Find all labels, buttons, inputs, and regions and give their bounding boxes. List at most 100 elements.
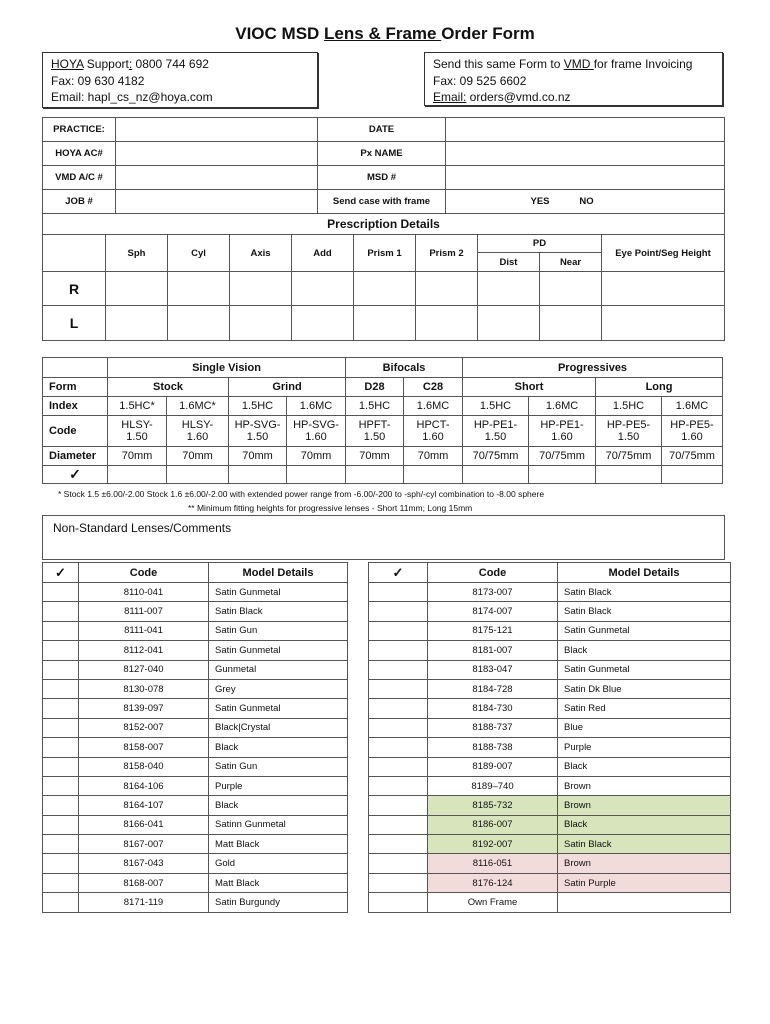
- l-near[interactable]: [539, 305, 602, 341]
- lens-code-cell: HP-PE1- 1.50: [462, 415, 530, 447]
- frame-row: 8111-007 Satin Black: [42, 601, 348, 622]
- job-field[interactable]: [115, 189, 318, 214]
- frame-code: 8183-047: [427, 659, 558, 680]
- no-option[interactable]: NO: [549, 189, 624, 214]
- px-name-label: Px NAME: [317, 141, 446, 166]
- frame-select-checkbox[interactable]: [368, 872, 428, 894]
- r-add[interactable]: [291, 271, 354, 306]
- frame-select-checkbox[interactable]: [368, 659, 428, 680]
- l-cyl[interactable]: [167, 305, 230, 341]
- comments-box[interactable]: Non-Standard Lenses/Comments: [42, 515, 725, 560]
- frame-select-checkbox[interactable]: [42, 717, 79, 739]
- frame-model: Satin Gun: [208, 756, 348, 777]
- lens-select-checkbox[interactable]: [166, 465, 229, 484]
- lens-select-checkbox[interactable]: [528, 465, 597, 484]
- px-name-field[interactable]: [445, 141, 725, 166]
- comments-label: Non-Standard Lenses/Comments: [53, 521, 232, 535]
- lens-select-checkbox[interactable]: [595, 465, 663, 484]
- l-prism2[interactable]: [415, 305, 478, 341]
- frame-select-checkbox[interactable]: [368, 737, 428, 758]
- frame-select-checkbox[interactable]: [368, 853, 428, 874]
- frame-select-checkbox[interactable]: [368, 795, 428, 816]
- r-cyl[interactable]: [167, 271, 230, 306]
- vmd-ac-field[interactable]: [115, 165, 318, 190]
- frame-select-checkbox[interactable]: [368, 775, 428, 797]
- lens-select-checkbox[interactable]: [345, 465, 404, 484]
- frame-code: 8189–740: [427, 775, 558, 797]
- frame-select-checkbox[interactable]: [42, 756, 79, 777]
- frame-row: 8112-041 Satin Gunmetal: [42, 640, 348, 661]
- frame-code: 8167-007: [78, 834, 209, 855]
- lens-select-checkbox[interactable]: [228, 465, 287, 484]
- add-header: Add: [291, 234, 354, 272]
- frame-model: Satin Black: [557, 834, 731, 855]
- frame-select-checkbox[interactable]: [42, 678, 79, 700]
- msd-field[interactable]: [445, 165, 725, 190]
- frame-select-checkbox[interactable]: [368, 601, 428, 622]
- r-eye-point[interactable]: [601, 271, 725, 306]
- pd-header: PD: [477, 234, 602, 253]
- lens-code-cell: HP-SVG- 1.60: [286, 415, 346, 447]
- frame-select-checkbox[interactable]: [42, 581, 79, 603]
- frame-select-checkbox[interactable]: [42, 659, 79, 680]
- frame-select-checkbox[interactable]: [42, 775, 79, 797]
- frame-row: 8168-007 Matt Black: [42, 872, 348, 894]
- l-add[interactable]: [291, 305, 354, 341]
- frame-select-checkbox[interactable]: [42, 795, 79, 816]
- lens-index-cell: 1.5HC: [595, 396, 663, 416]
- frame-select-checkbox[interactable]: [42, 872, 79, 894]
- frame-select-checkbox[interactable]: [368, 581, 428, 603]
- frame-select-checkbox[interactable]: [42, 737, 79, 758]
- r-axis[interactable]: [229, 271, 292, 306]
- date-field[interactable]: [445, 117, 725, 142]
- lens-select-checkbox[interactable]: [462, 465, 530, 484]
- frame-model: Satinn Gunmetal: [208, 814, 348, 836]
- r-prism2[interactable]: [415, 271, 478, 306]
- frame-select-checkbox[interactable]: [368, 756, 428, 777]
- frame-select-checkbox[interactable]: [368, 717, 428, 739]
- vmd-line: Send this same Form to: [433, 57, 564, 71]
- progressives-header: Progressives: [462, 357, 723, 378]
- frame-select-checkbox[interactable]: [368, 814, 428, 836]
- r-near[interactable]: [539, 271, 602, 306]
- frame-select-checkbox[interactable]: [42, 640, 79, 661]
- frame-select-checkbox[interactable]: [42, 892, 79, 913]
- frame-model: [557, 892, 731, 913]
- frame-select-checkbox[interactable]: [42, 814, 79, 836]
- practice-field[interactable]: [115, 117, 318, 142]
- frame-row: 8176-124 Satin Purple: [368, 872, 731, 894]
- frame-model: Black: [208, 737, 348, 758]
- frame-select-checkbox[interactable]: [368, 620, 428, 642]
- r-dist[interactable]: [477, 271, 540, 306]
- l-eye-point[interactable]: [601, 305, 725, 341]
- frame-code: 8192-007: [427, 834, 558, 855]
- yes-option[interactable]: YES: [445, 189, 550, 214]
- l-sph[interactable]: [105, 305, 168, 341]
- lens-select-checkbox[interactable]: [661, 465, 723, 484]
- hoya-ac-field[interactable]: [115, 141, 318, 166]
- checkmark-icon: ✓: [368, 562, 428, 583]
- frame-select-checkbox[interactable]: [42, 853, 79, 874]
- l-prism1[interactable]: [353, 305, 416, 341]
- l-dist[interactable]: [477, 305, 540, 341]
- frame-code: 8188-738: [427, 737, 558, 758]
- frame-select-checkbox[interactable]: [368, 892, 428, 913]
- frame-select-checkbox[interactable]: [368, 640, 428, 661]
- frame-select-checkbox[interactable]: [368, 678, 428, 700]
- frame-select-checkbox[interactable]: [42, 834, 79, 855]
- lens-select-checkbox[interactable]: [107, 465, 167, 484]
- frame-select-checkbox[interactable]: [368, 698, 428, 719]
- lens-select-checkbox[interactable]: [286, 465, 346, 484]
- lens-select-checkbox[interactable]: [402, 465, 464, 484]
- title-underlined: Lens & Frame: [324, 24, 442, 43]
- r-prism1[interactable]: [353, 271, 416, 306]
- frame-select-checkbox[interactable]: [368, 834, 428, 855]
- frame-model: Gunmetal: [208, 659, 348, 680]
- frame-select-checkbox[interactable]: [42, 620, 79, 642]
- r-sph[interactable]: [105, 271, 168, 306]
- l-axis[interactable]: [229, 305, 292, 341]
- d28-header: D28: [345, 377, 404, 397]
- frame-row: 8166-041 Satinn Gunmetal: [42, 814, 348, 836]
- frame-select-checkbox[interactable]: [42, 601, 79, 622]
- frame-select-checkbox[interactable]: [42, 698, 79, 719]
